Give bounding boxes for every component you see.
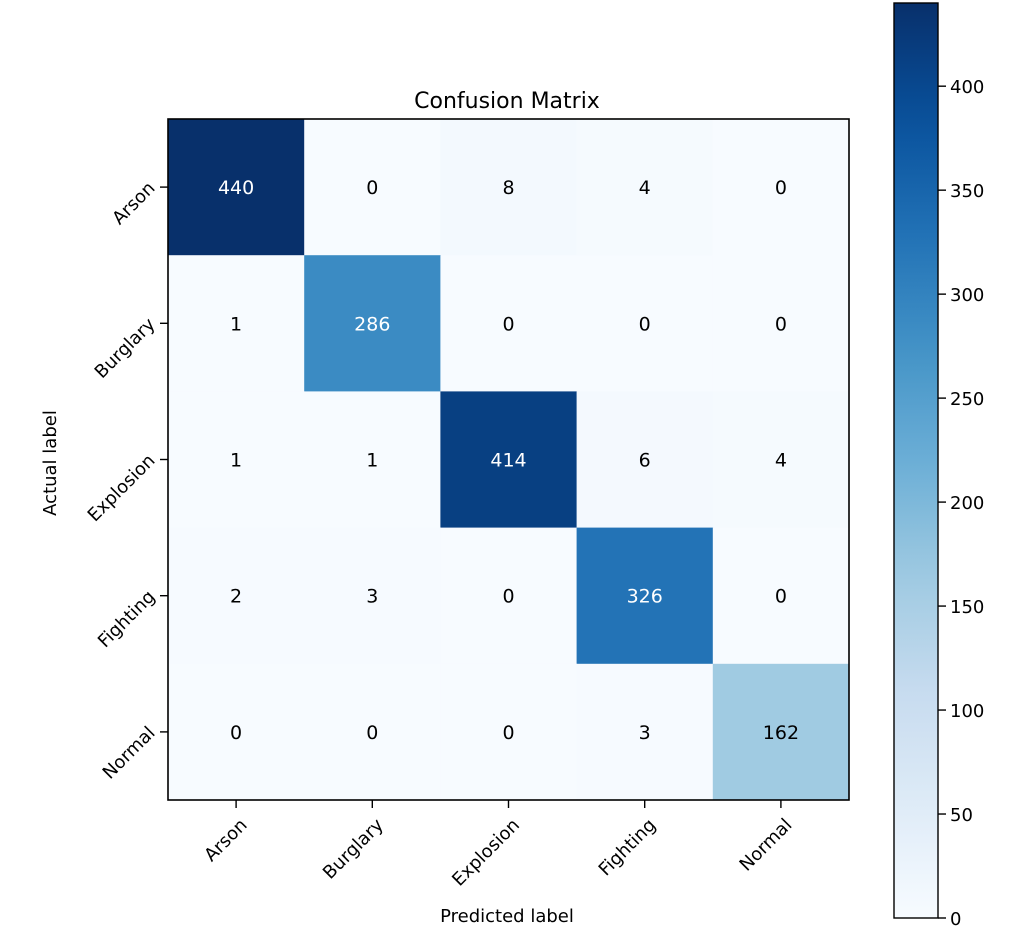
heatmap-cell <box>576 663 714 801</box>
cell-value-label: 2 <box>230 586 242 608</box>
heatmap-cell <box>168 391 305 529</box>
colorbar-tick-label: 50 <box>950 805 973 826</box>
heatmap-cell <box>440 255 578 392</box>
heatmap-cell <box>168 527 305 665</box>
colorbar-tick-label: 400 <box>950 77 984 98</box>
heatmap-cell <box>712 119 850 256</box>
heatmap-cell <box>712 527 850 665</box>
x-axis-ticks: Arson Burglary Explosion Fighting Normal <box>200 800 796 891</box>
heatmap-cell <box>304 119 441 256</box>
x-tick-label: Normal <box>736 815 797 876</box>
cell-value-label: 0 <box>775 313 787 335</box>
colorbar-ticks: 0 50 100 150 200 250 300 350 400 <box>938 77 984 930</box>
heatmap-cell <box>576 527 714 665</box>
heatmap-cell <box>304 391 441 529</box>
cell-value-label: 1 <box>230 450 242 472</box>
heatmap-cell <box>168 663 305 801</box>
cell-value-label: 6 <box>639 450 651 472</box>
cell-value-label: 440 <box>218 177 254 199</box>
cell-value-label: 0 <box>775 177 787 199</box>
cell-value-label: 1 <box>230 313 242 335</box>
x-tick-label: Burglary <box>319 814 388 883</box>
heatmap-cell <box>576 119 714 256</box>
colorbar-tick-label: 200 <box>950 493 984 514</box>
heatmap-cell <box>712 255 850 392</box>
cell-value-label: 3 <box>639 722 651 744</box>
colorbar-tick-label: 100 <box>950 701 984 722</box>
cell-value-label: 326 <box>627 586 663 608</box>
cell-value-label: 0 <box>366 722 378 744</box>
heatmap-cell <box>440 527 578 665</box>
y-tick-label: Burglary <box>91 314 160 383</box>
cell-value-label: 286 <box>354 313 390 335</box>
x-tick-label: Explosion <box>448 815 524 891</box>
chart-title: Confusion Matrix <box>414 89 600 114</box>
cell-value-label: 3 <box>366 586 378 608</box>
heatmap-cell <box>168 119 305 256</box>
cell-value-label: 8 <box>502 177 514 199</box>
colorbar-tick-label: 0 <box>950 909 961 930</box>
cell-value-label: 0 <box>502 313 514 335</box>
colorbar-tick-label: 350 <box>950 181 984 202</box>
y-tick-label: Explosion <box>84 450 160 526</box>
heatmap-cell <box>712 663 850 801</box>
cell-value-label: 4 <box>775 450 787 472</box>
heatmap-cell <box>576 255 714 392</box>
heatmap-cell <box>576 391 714 529</box>
heatmap-cell <box>304 527 441 665</box>
heatmap-cell <box>440 119 578 256</box>
cell-value-label: 1 <box>366 450 378 472</box>
y-axis-label: Actual label <box>40 410 61 516</box>
y-tick-label: Fighting <box>94 586 160 652</box>
x-tick-label: Fighting <box>595 815 661 881</box>
cell-value-label: 414 <box>490 450 526 472</box>
cell-value-label: 0 <box>502 722 514 744</box>
y-tick-label: Normal <box>99 723 160 784</box>
heatmap-cell <box>304 663 441 801</box>
cell-value-label: 162 <box>763 722 799 744</box>
heatmap-cell <box>440 391 578 529</box>
cell-value-label: 0 <box>366 177 378 199</box>
heatmap-cell <box>168 255 305 392</box>
y-tick-label: Arson <box>108 178 159 229</box>
colorbar-tick-label: 250 <box>950 389 984 410</box>
colorbar-tick-label: 300 <box>950 285 984 306</box>
heatmap-cell <box>440 663 578 801</box>
heatmap-cells: 440 0 8 4 0 1 286 0 0 0 1 1 414 6 4 2 3 0 326 0 0 0 0 3 162 <box>168 119 850 801</box>
heatmap-cell <box>304 255 441 392</box>
cell-value-label: 0 <box>502 586 514 608</box>
cell-value-label: 0 <box>230 722 242 744</box>
x-tick-label: Arson <box>200 815 251 866</box>
colorbar: 0 50 100 150 200 250 300 350 400 <box>893 2 984 930</box>
cell-value-label: 0 <box>775 586 787 608</box>
y-axis-ticks: Arson Burglary Explosion Fighting Normal <box>84 178 168 784</box>
x-axis-label: Predicted label <box>440 906 574 927</box>
colorbar-tick-label: 150 <box>950 597 984 618</box>
cell-value-label: 4 <box>639 177 651 199</box>
heatmap-cell <box>712 391 850 529</box>
colorbar-gradient <box>893 2 939 919</box>
cell-value-label: 0 <box>639 313 651 335</box>
